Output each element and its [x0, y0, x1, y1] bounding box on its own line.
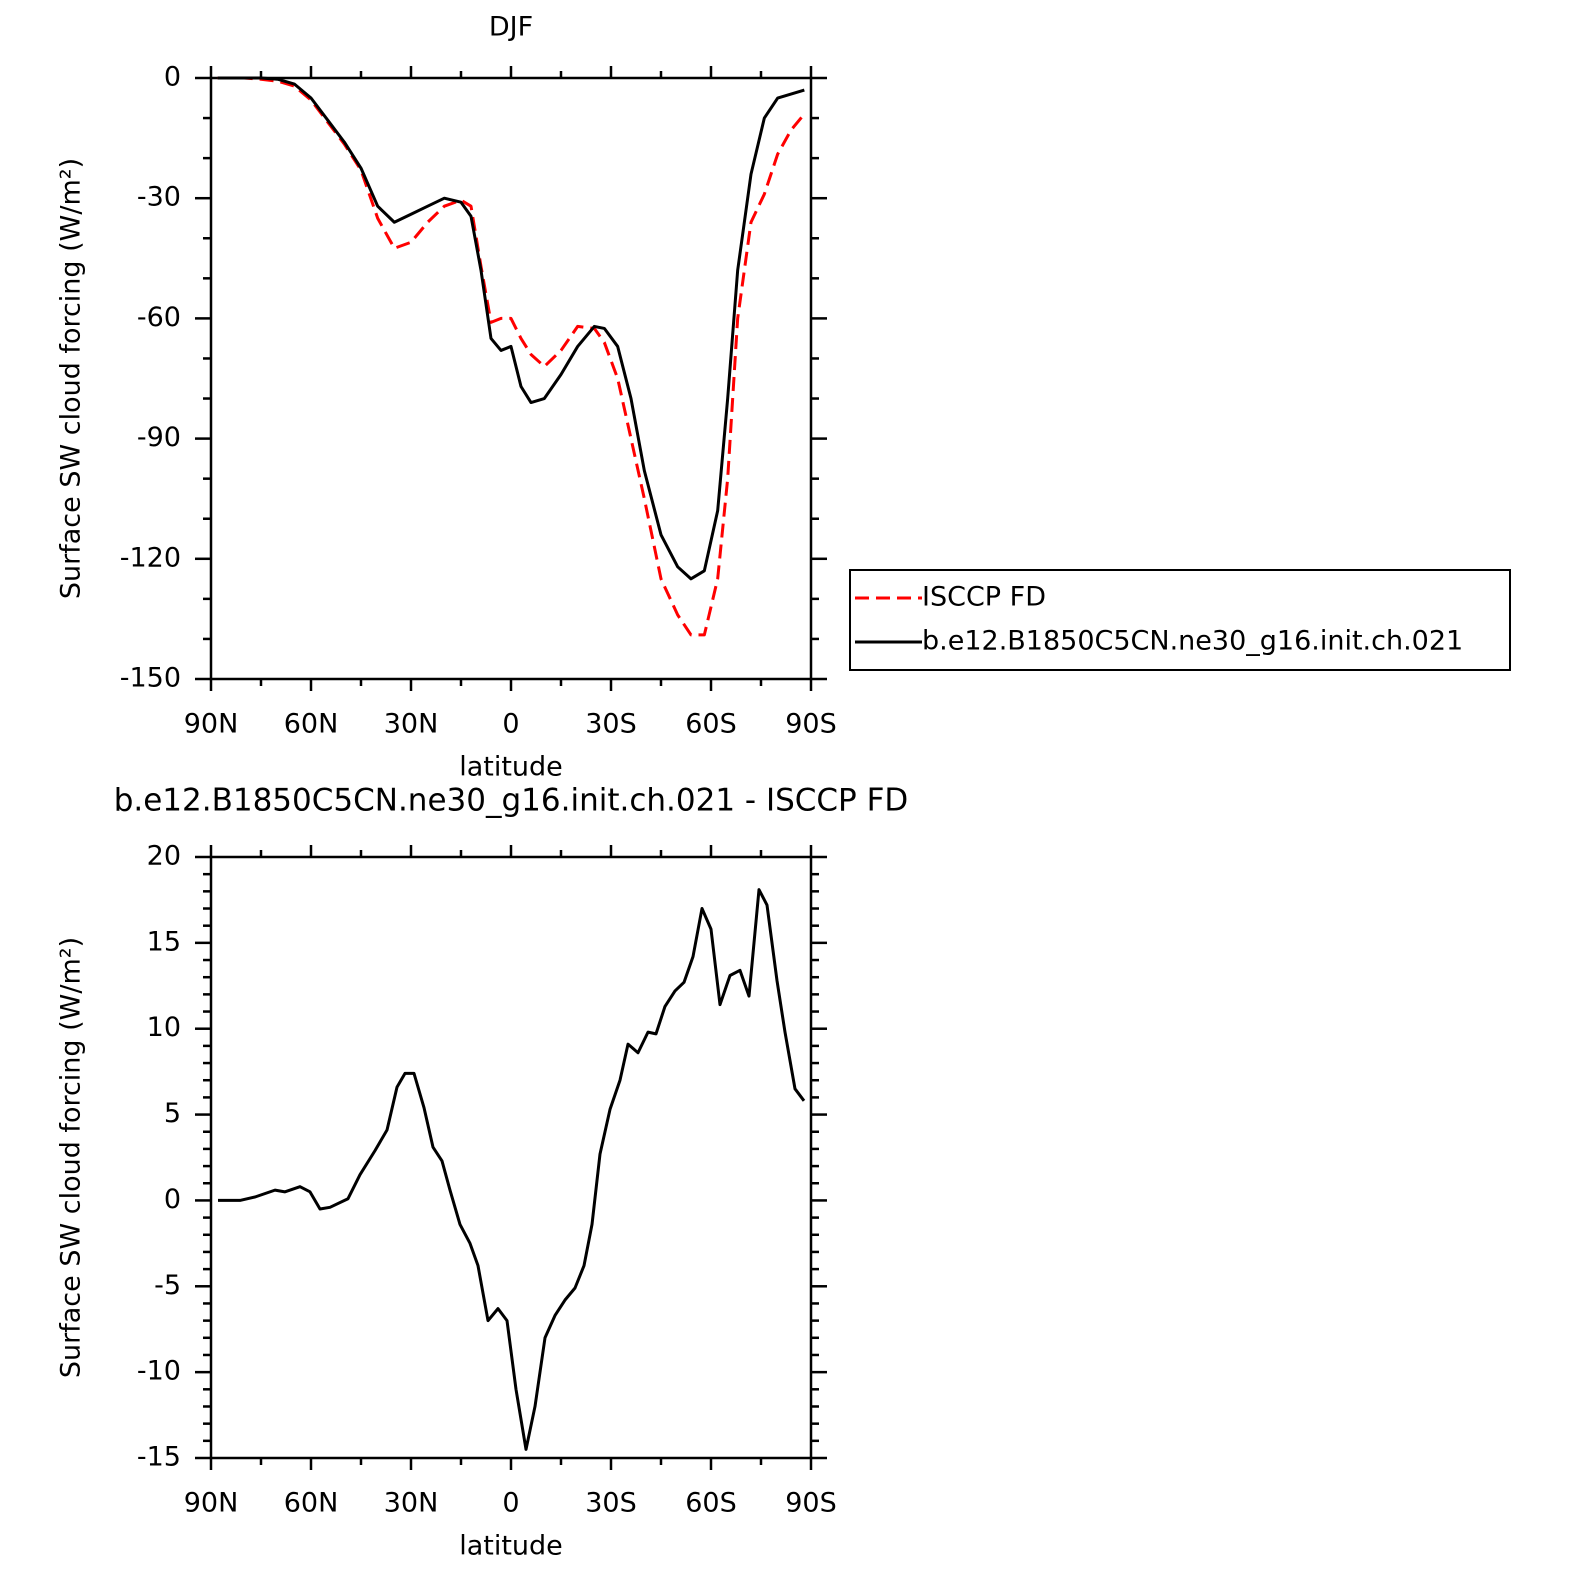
- y-tick-label: -90: [137, 422, 181, 453]
- x-tick-label: 60S: [685, 1488, 737, 1519]
- x-tick-label: 30S: [585, 1488, 637, 1519]
- y-tick-label: -10: [137, 1356, 181, 1387]
- x-tick-label: 30N: [384, 1488, 439, 1519]
- plot-frame: [209, 855, 813, 1460]
- y-tick-label: -15: [137, 1442, 181, 1473]
- x-tick-label: 60S: [685, 709, 737, 740]
- y-axis-label: Surface SW cloud forcing (W/m²): [56, 937, 87, 1378]
- x-tick-label: 90N: [184, 709, 239, 740]
- y-tick-label: -120: [120, 542, 181, 573]
- x-tick-label: 60N: [284, 709, 339, 740]
- chart-title: DJF: [489, 12, 533, 43]
- y-tick-label: 20: [147, 841, 181, 872]
- x-axis-label: latitude: [459, 1531, 563, 1562]
- x-tick-label: 30N: [384, 709, 439, 740]
- x-tick-label: 90N: [184, 1488, 239, 1519]
- data-line: [218, 888, 806, 1451]
- legend-label: ISCCP FD: [922, 582, 1046, 613]
- x-tick-label: 60N: [284, 1488, 339, 1519]
- y-tick-label: 15: [147, 926, 181, 957]
- legend: ISCCP FD b.e12.B1850C5CN.ne30_g16.init.ch…: [849, 569, 1511, 671]
- legend-label: b.e12.B1850C5CN.ne30_g16.init.ch.021: [922, 626, 1463, 657]
- chart-title: b.e12.B1850C5CN.ne30_g16.init.ch.021 - I…: [114, 783, 909, 819]
- data-line: [217, 76, 806, 637]
- y-tick-label: -150: [120, 663, 181, 694]
- y-tick-label: 5: [164, 1098, 181, 1129]
- y-tick-label: 0: [164, 62, 181, 93]
- x-tick-label: 0: [502, 709, 519, 740]
- y-tick-label: -30: [137, 182, 181, 213]
- data-line: [217, 76, 805, 581]
- x-axis-label: latitude: [459, 752, 563, 783]
- y-tick-label: -60: [137, 302, 181, 333]
- legend-box: [849, 569, 1511, 671]
- plot-frame: [209, 76, 813, 681]
- x-tick-label: 0: [502, 1488, 519, 1519]
- y-tick-label: 0: [164, 1184, 181, 1215]
- x-tick-label: 30S: [585, 709, 637, 740]
- y-axis-label: Surface SW cloud forcing (W/m²): [56, 158, 87, 599]
- x-tick-label: 90S: [785, 1488, 837, 1519]
- y-tick-label: 10: [147, 1012, 181, 1043]
- x-tick-label: 90S: [785, 709, 837, 740]
- y-tick-label: -5: [154, 1270, 181, 1301]
